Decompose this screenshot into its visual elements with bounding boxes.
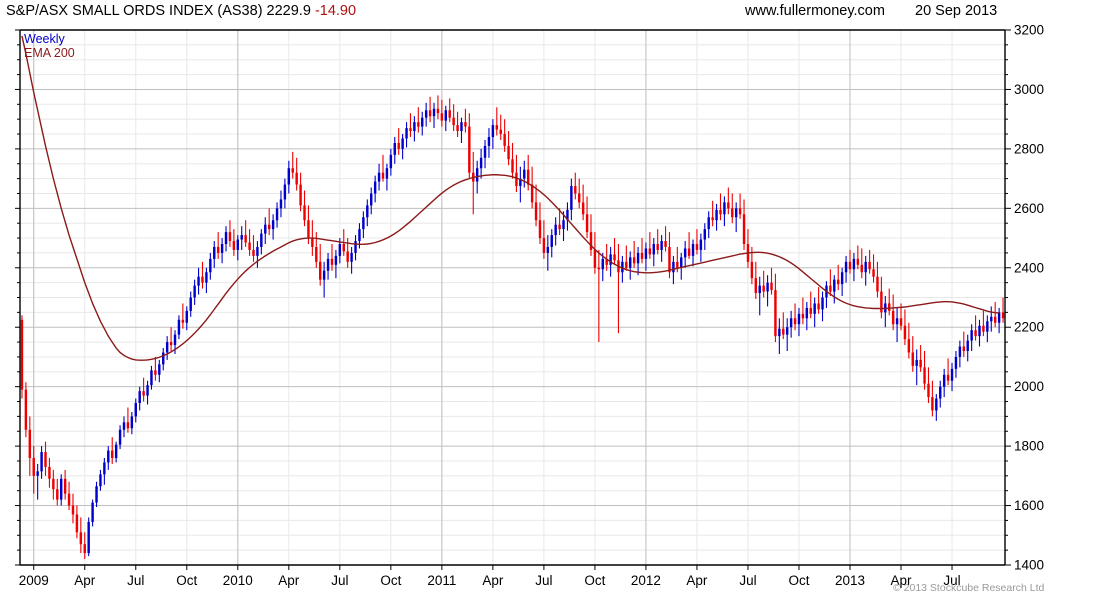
chart-date: 20 Sep 2013 — [915, 3, 998, 19]
x-axis-tick-label: Jul — [739, 573, 756, 588]
y-axis-tick-label: 2000 — [1014, 379, 1044, 394]
x-axis-tick-label: Oct — [380, 573, 401, 588]
x-axis-tick-label: 2009 — [19, 573, 49, 588]
x-axis-tick-label: 2010 — [223, 573, 253, 588]
y-axis-tick-label: 3200 — [1014, 23, 1044, 38]
x-axis-tick-label: Oct — [788, 573, 809, 588]
y-axis-tick-label: 1400 — [1014, 558, 1044, 573]
x-axis-tick-label: Oct — [584, 573, 605, 588]
gridlines-minor — [20, 30, 1005, 565]
y-axis-tick-label: 3000 — [1014, 82, 1044, 97]
legend-ema-label: EMA 200 — [24, 46, 75, 60]
y-axis-tick-label: 2200 — [1014, 320, 1044, 335]
legend-weekly-label: Weekly — [24, 32, 66, 46]
y-axis-tick-label: 1800 — [1014, 439, 1044, 454]
x-axis-tick-label: 2012 — [631, 573, 661, 588]
x-axis-tick-label: Apr — [278, 573, 300, 588]
ema-200-line — [21, 35, 1000, 361]
x-axis-tick-label: 2011 — [427, 573, 456, 588]
x-axis: 2009 Apr Jul Oct 2010 Apr Jul Oct 2011 Apr Jul Oct 2… — [19, 29, 1005, 588]
y-axis-tick-label: 2800 — [1014, 141, 1044, 156]
x-axis-tick-label: Apr — [686, 573, 708, 588]
price-change: -14.90 — [314, 3, 357, 19]
candlestick-series — [20, 95, 1005, 560]
x-axis-tick-label: Jul — [535, 573, 552, 588]
x-axis-tick-label: Jul — [331, 573, 348, 588]
y-axis-tick-label: 2600 — [1014, 201, 1044, 216]
chart-title-text: S&P/ASX SMALL ORDS INDEX (AS38) 2229.9 — [6, 3, 311, 19]
x-axis-tick-label: Apr — [890, 573, 912, 588]
x-axis-tick-label: Jul — [943, 573, 960, 588]
x-axis-tick-label: Apr — [74, 573, 96, 588]
y-axis: 1400 1600 1800 2000 2200 2400 2600 2800 3000 3200 — [15, 23, 1044, 573]
x-axis-tick-label: Jul — [127, 573, 144, 588]
copyright-notice: © 2013 Stockcube Research Ltd — [893, 582, 1045, 594]
y-axis-tick-label: 1600 — [1014, 498, 1044, 513]
x-axis-tick-label: Oct — [176, 573, 197, 588]
website-label: www.fullermoney.com — [745, 3, 885, 19]
x-axis-tick-label: Apr — [482, 573, 504, 588]
chart-title: S&P/ASX SMALL ORDS INDEX (AS38) 2229.9 -… — [6, 0, 356, 22]
y-axis-tick-label: 2400 — [1014, 260, 1044, 275]
x-axis-tick-label: 2013 — [835, 573, 865, 588]
